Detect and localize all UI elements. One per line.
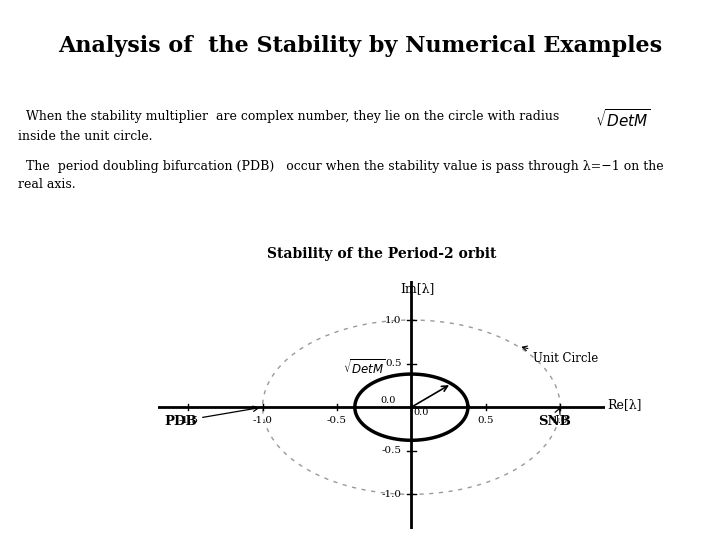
Text: Analysis of  the Stability by Numerical Examples: Analysis of the Stability by Numerical E…: [58, 35, 662, 57]
Text: -1.0: -1.0: [253, 416, 273, 425]
Text: PDB: PDB: [164, 406, 258, 428]
Text: $\sqrt{DetM}$: $\sqrt{DetM}$: [595, 108, 650, 130]
Text: inside the unit circle.: inside the unit circle.: [18, 130, 153, 143]
Text: SNB: SNB: [538, 408, 571, 428]
Text: 0.5: 0.5: [385, 359, 402, 368]
Text: real axis.: real axis.: [18, 178, 76, 191]
Text: When the stability multiplier  are complex number, they lie on the circle with r: When the stability multiplier are comple…: [18, 110, 563, 123]
Text: -1.0: -1.0: [382, 490, 402, 499]
Text: 0.0: 0.0: [413, 408, 428, 417]
Text: -1.5: -1.5: [178, 416, 198, 425]
Text: -0.5: -0.5: [327, 416, 347, 425]
Text: Unit Circle: Unit Circle: [523, 346, 598, 365]
Text: $\sqrt{DetM}$: $\sqrt{DetM}$: [343, 359, 386, 377]
Text: 0.5: 0.5: [477, 416, 494, 425]
Text: Stability of the Period-2 orbit: Stability of the Period-2 orbit: [267, 247, 496, 261]
Text: -0.5: -0.5: [382, 446, 402, 455]
Text: 0.0: 0.0: [381, 396, 396, 405]
Text: 1.0: 1.0: [385, 315, 402, 325]
Text: Re[λ]: Re[λ]: [608, 398, 642, 411]
Text: The  period doubling bifurcation (PDB)   occur when the stability value is pass : The period doubling bifurcation (PDB) oc…: [18, 160, 664, 173]
Text: Im[λ]: Im[λ]: [400, 282, 434, 295]
Text: 1.0: 1.0: [552, 416, 568, 425]
